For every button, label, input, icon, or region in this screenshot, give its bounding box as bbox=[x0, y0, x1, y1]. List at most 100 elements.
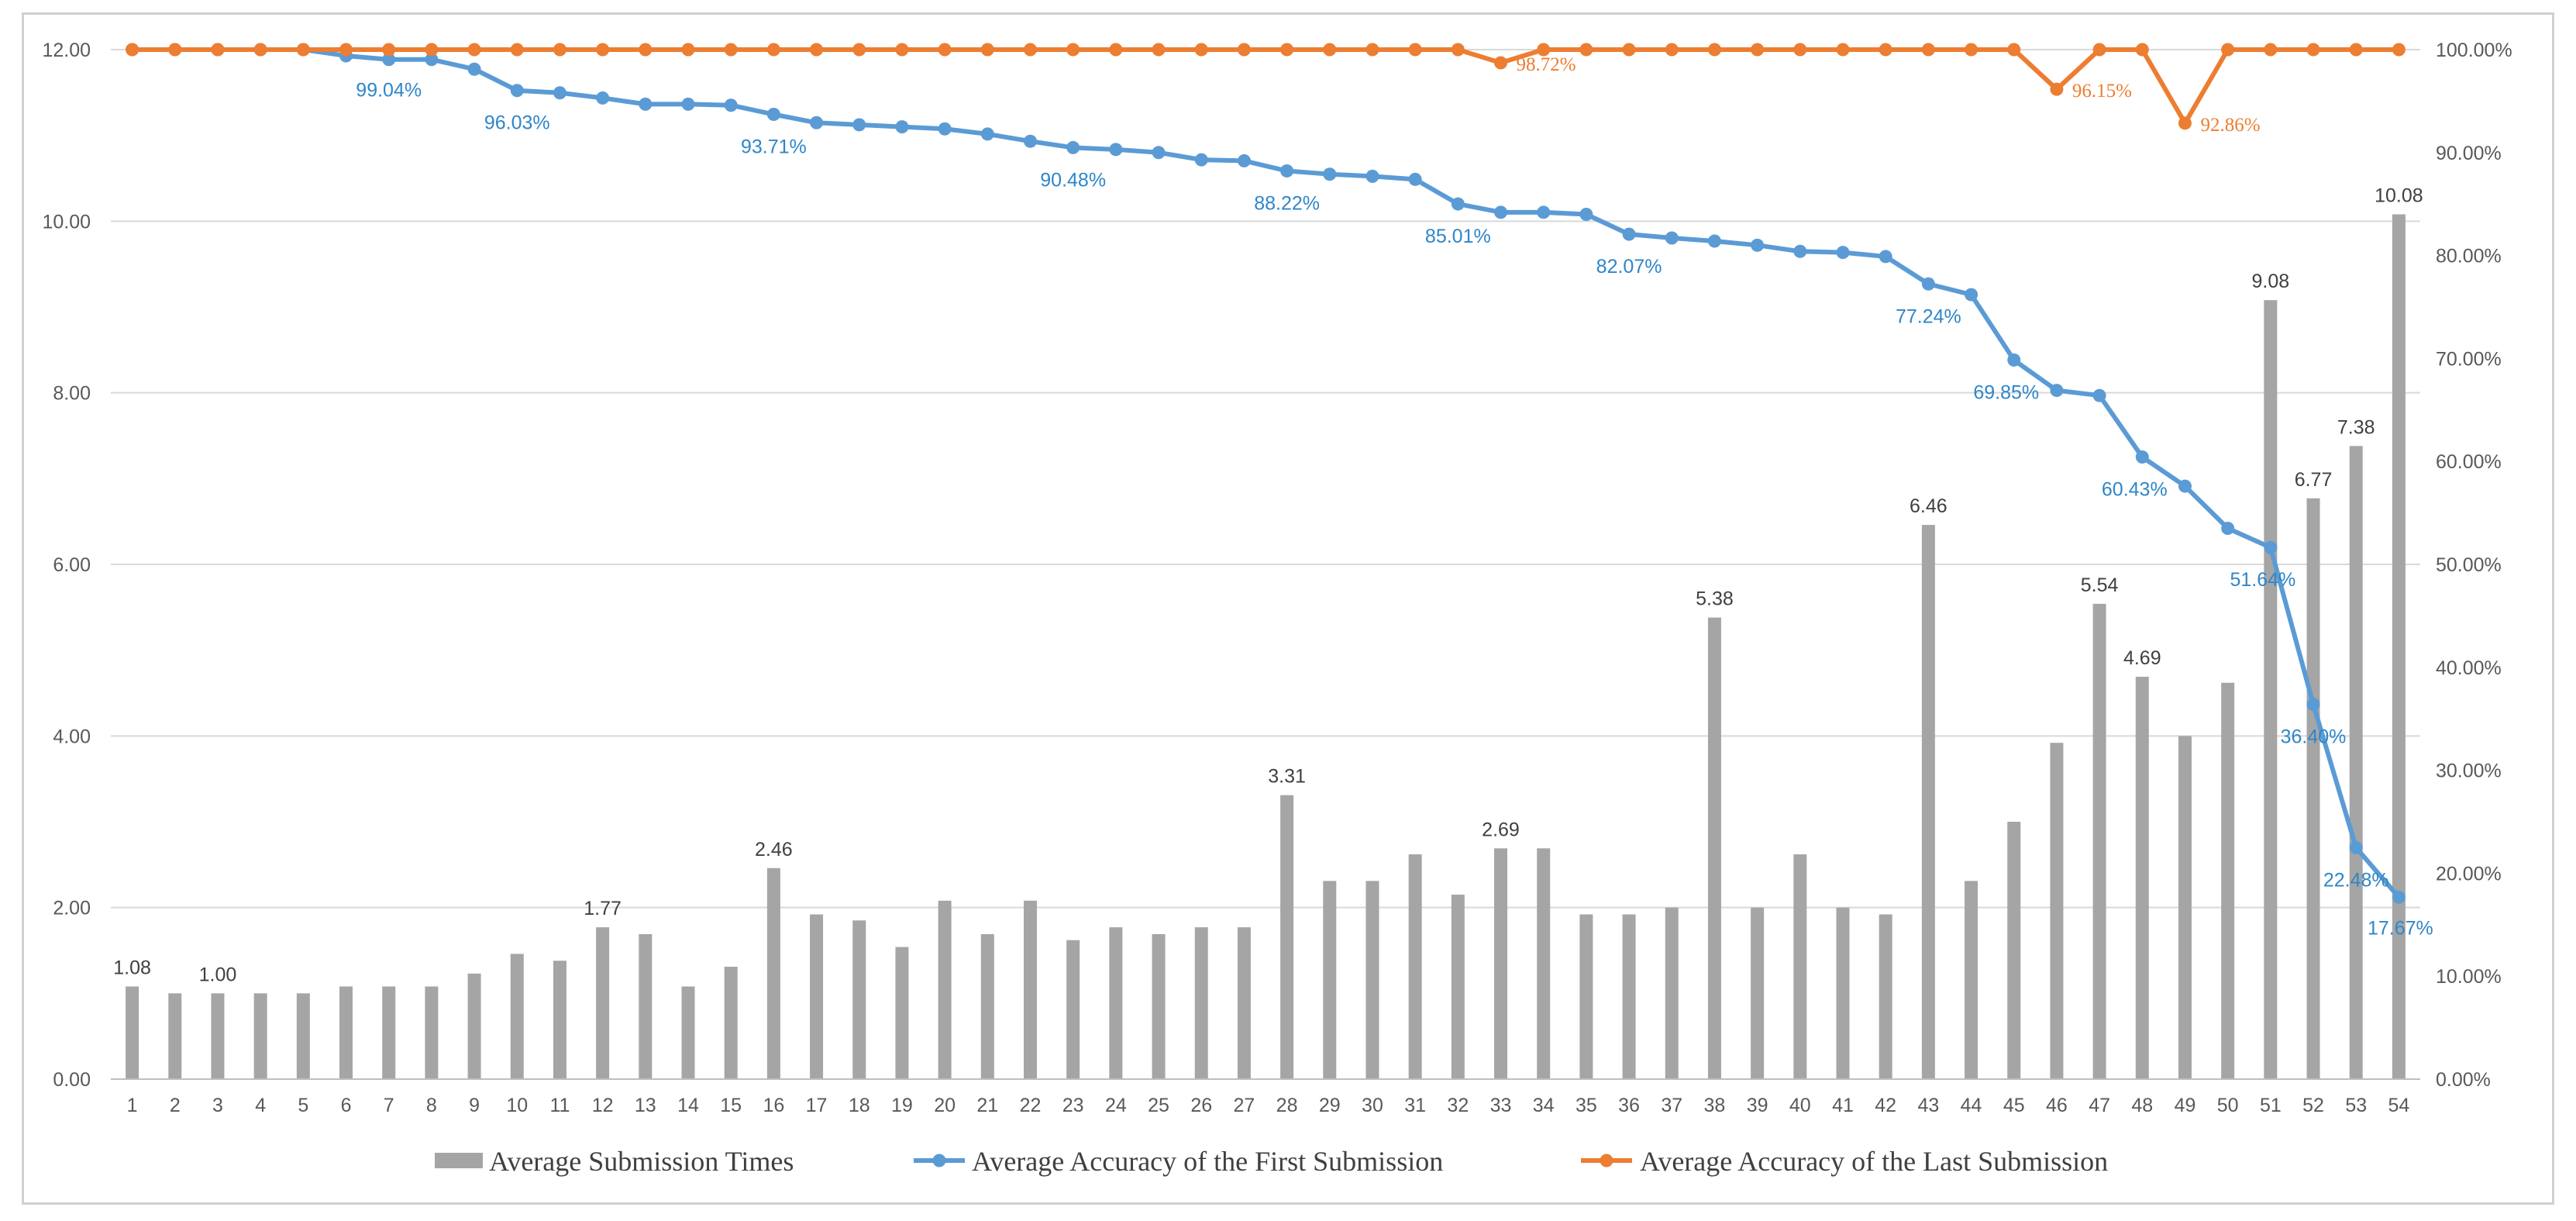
series-point bbox=[1751, 238, 1765, 252]
series-point bbox=[553, 43, 567, 57]
bar bbox=[2221, 682, 2235, 1079]
x-axis-tick-label: 27 bbox=[1234, 1095, 1255, 1116]
series-point bbox=[1194, 153, 1208, 167]
bar bbox=[1622, 914, 1636, 1079]
bar bbox=[852, 920, 866, 1079]
bar bbox=[1023, 900, 1037, 1079]
series-point bbox=[1451, 43, 1465, 57]
x-axis-tick-label: 10 bbox=[506, 1095, 528, 1116]
line-data-label: 85.01% bbox=[1425, 226, 1491, 247]
series-point bbox=[1793, 244, 1807, 258]
x-axis-tick-label: 52 bbox=[2302, 1095, 2324, 1116]
bar-data-label: 1.08 bbox=[113, 957, 151, 978]
x-axis-tick-label: 41 bbox=[1832, 1095, 1854, 1116]
series-point bbox=[1579, 207, 1593, 221]
bar bbox=[639, 933, 653, 1079]
bar bbox=[1793, 854, 1807, 1079]
bar bbox=[425, 986, 439, 1079]
x-axis-tick-label: 46 bbox=[2046, 1095, 2068, 1116]
series-point bbox=[596, 43, 610, 57]
x-axis-tick-label: 15 bbox=[720, 1095, 742, 1116]
left-axis-tick-label: 10.00 bbox=[42, 211, 91, 233]
bar bbox=[2264, 300, 2278, 1079]
series-point bbox=[2135, 450, 2149, 464]
series-point bbox=[1665, 43, 1679, 57]
bar bbox=[895, 947, 909, 1079]
series-point bbox=[1365, 169, 1379, 183]
x-axis-tick-label: 37 bbox=[1661, 1095, 1682, 1116]
series-point bbox=[938, 43, 952, 57]
x-axis-tick-label: 48 bbox=[2131, 1095, 2153, 1116]
bar-data-label: 4.69 bbox=[2123, 647, 2161, 669]
series-point bbox=[810, 116, 824, 129]
series-point bbox=[1408, 43, 1422, 57]
x-axis-tick-label: 28 bbox=[1276, 1095, 1298, 1116]
bar-data-label: 9.08 bbox=[2252, 271, 2290, 292]
series-point bbox=[852, 118, 866, 132]
series-point bbox=[1879, 43, 1892, 57]
line-series bbox=[126, 43, 2406, 904]
bar bbox=[2306, 498, 2320, 1079]
series-point bbox=[1323, 43, 1337, 57]
series-point bbox=[168, 43, 182, 57]
bar bbox=[553, 961, 567, 1079]
right-axis-tick-label: 40.00% bbox=[2436, 657, 2502, 679]
bar-data-label: 6.77 bbox=[2295, 469, 2333, 491]
series-point bbox=[2007, 43, 2021, 57]
bar bbox=[1152, 933, 1166, 1079]
series-point bbox=[1921, 43, 1935, 57]
x-axis-tick-label: 7 bbox=[384, 1095, 394, 1116]
series-point bbox=[766, 43, 780, 57]
series-point bbox=[2135, 43, 2149, 57]
x-axis-tick-label: 30 bbox=[1362, 1095, 1383, 1116]
series-point bbox=[852, 43, 866, 57]
left-axis-tick-label: 0.00 bbox=[53, 1069, 91, 1091]
bar bbox=[1836, 907, 1850, 1079]
bar bbox=[2349, 446, 2363, 1079]
bar bbox=[296, 993, 310, 1079]
line-data-label: 96.15% bbox=[2072, 81, 2132, 102]
bar bbox=[339, 986, 353, 1079]
line-data-label: 96.03% bbox=[484, 112, 550, 134]
right-axis-tick-label: 20.00% bbox=[2436, 863, 2502, 885]
right-axis-tick-label: 0.00% bbox=[2436, 1069, 2491, 1091]
x-axis-tick-label: 51 bbox=[2260, 1095, 2282, 1116]
left-axis-tick-label: 8.00 bbox=[53, 383, 91, 405]
series-point bbox=[2221, 522, 2235, 536]
series-point bbox=[810, 43, 824, 57]
bar bbox=[126, 986, 139, 1079]
series-point bbox=[724, 98, 738, 112]
x-axis-tick-label: 29 bbox=[1319, 1095, 1341, 1116]
left-axis-tick-label: 2.00 bbox=[53, 898, 91, 919]
series-point bbox=[724, 43, 738, 57]
series-point bbox=[1194, 43, 1208, 57]
right-axis-tick-label: 60.00% bbox=[2436, 451, 2502, 473]
series-point bbox=[1537, 43, 1551, 57]
bar bbox=[766, 867, 780, 1079]
series-point bbox=[2221, 43, 2235, 57]
legend-label: Average Accuracy of the First Submission bbox=[972, 1146, 1443, 1177]
x-axis-tick-label: 8 bbox=[426, 1095, 437, 1116]
series-point bbox=[1408, 172, 1422, 186]
series-point bbox=[1066, 43, 1080, 57]
series-point bbox=[766, 108, 780, 122]
x-axis-tick-label: 47 bbox=[2089, 1095, 2110, 1116]
bar-data-label: 2.46 bbox=[755, 839, 793, 861]
right-axis-tick-label: 90.00% bbox=[2436, 143, 2502, 164]
series-point bbox=[1494, 205, 1508, 219]
legend-label: Average Accuracy of the Last Submission bbox=[1640, 1146, 2108, 1177]
series-line bbox=[132, 47, 2399, 126]
right-axis-tick-label: 80.00% bbox=[2436, 246, 2502, 267]
series-point bbox=[1109, 43, 1123, 57]
x-axis-tick-label: 40 bbox=[1789, 1095, 1811, 1116]
right-axis-tick-label: 70.00% bbox=[2436, 348, 2502, 370]
x-axis-tick-label: 12 bbox=[592, 1095, 614, 1116]
line-data-label: 82.07% bbox=[1596, 256, 1662, 278]
series-point bbox=[1109, 143, 1123, 157]
x-axis-tick-label: 26 bbox=[1190, 1095, 1212, 1116]
series-point bbox=[1280, 164, 1294, 178]
combo-chart: 1.08 1.00 1.77 2.46 3.31 2.69 5.38 6.46 5.54 4.69… bbox=[42, 40, 2512, 1177]
series-point bbox=[1494, 56, 1508, 70]
bar bbox=[253, 993, 267, 1079]
series-point bbox=[1023, 43, 1037, 57]
